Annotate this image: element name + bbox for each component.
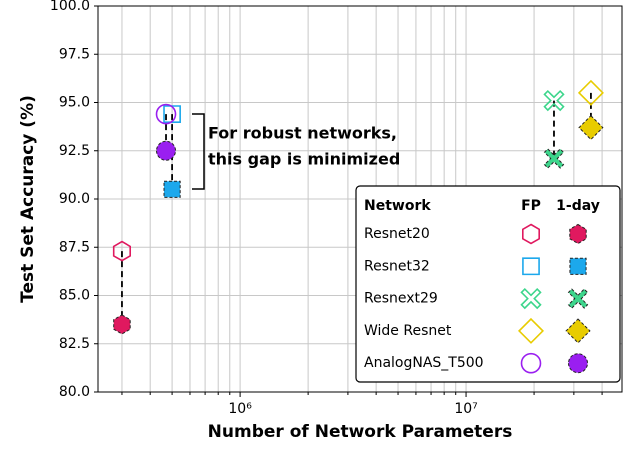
fp-point (155, 103, 177, 125)
legend-marker (567, 288, 589, 309)
one-day-point (578, 115, 604, 141)
marks (112, 79, 604, 335)
legend-column: 1-day (556, 198, 600, 214)
legend: Network FP 1-day Resnet20 Resnet32 Resnext… (355, 185, 621, 383)
y-tick-label: 80.0 (59, 384, 90, 400)
annotation: For robust networks, this gap is minimiz… (192, 113, 400, 190)
one-day-point (163, 180, 181, 198)
legend-marker (569, 223, 587, 245)
legend-label: AnalogNAS_T500 (364, 355, 484, 371)
one-day-point (113, 314, 131, 335)
y-tick-label: 100.0 (50, 0, 90, 14)
y-tick-label: 82.5 (59, 336, 90, 352)
legend-marker (522, 257, 540, 276)
annotation-line: For robust networks, (208, 124, 397, 143)
legend-marker (569, 257, 587, 275)
one-day-point (156, 140, 177, 161)
legend-marker (522, 223, 540, 245)
fp-point (112, 240, 131, 262)
legend-marker (565, 318, 591, 344)
legend-marker (517, 317, 545, 344)
gap-bracket (192, 113, 205, 190)
legend-column: FP (521, 198, 541, 214)
legend-marker (567, 353, 589, 374)
legend-label: Resnext29 (364, 291, 438, 307)
legend-box (355, 185, 621, 383)
legend-marker (520, 287, 542, 310)
legend-label: Wide Resnet (364, 323, 452, 339)
y-axis-label: Test Set Accuracy (%) (18, 95, 38, 303)
x-tick-label: 10⁶ (228, 401, 252, 417)
x-tick-label: 10⁷ (454, 401, 477, 417)
annotation-line: this gap is minimized (208, 150, 400, 169)
y-tick-label: 85.0 (59, 288, 90, 304)
y-tick-label: 95.0 (59, 95, 90, 111)
fp-point (577, 79, 604, 106)
fp-point (543, 89, 565, 112)
legend-title: Network (364, 198, 431, 214)
fp-point (163, 105, 181, 123)
x-axis-label: Number of Network Parameters (208, 422, 513, 442)
y-tick-label: 87.5 (59, 239, 90, 255)
y-tick-label: 97.5 (59, 46, 90, 62)
legend-label: Resnet20 (364, 226, 430, 242)
legend-marker (520, 352, 542, 374)
legend-label: Resnet32 (364, 258, 430, 274)
y-tick-label: 90.0 (59, 191, 90, 207)
y-tick-label: 92.5 (59, 143, 90, 159)
one-day-point (543, 148, 565, 169)
